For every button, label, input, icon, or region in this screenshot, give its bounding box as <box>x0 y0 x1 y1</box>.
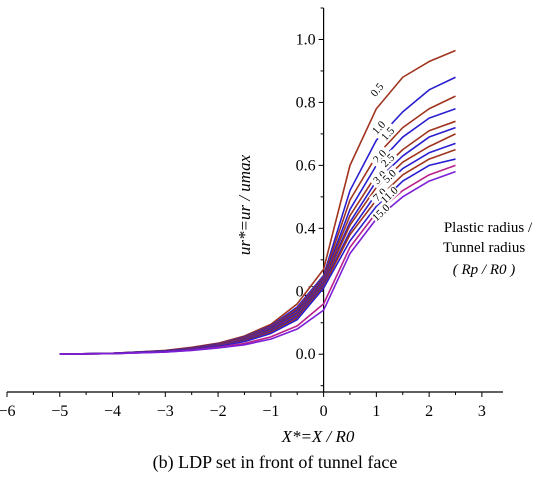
series-label-bg <box>369 201 392 224</box>
series-label-bg <box>376 122 399 145</box>
figure-caption: (b) LDP set in front of tunnel face <box>152 452 398 472</box>
series-label-15.0: 15.0 <box>370 202 393 224</box>
x-tick-label: 3 <box>478 403 486 420</box>
series-line-2 <box>59 76 456 356</box>
series-line-9 <box>59 148 456 356</box>
series-label-bg <box>378 184 401 206</box>
axes-group: −6 −5 −4 −3 −2 −1 0 1 2 30.00.20.40.60.81.0 <box>0 7 503 420</box>
y-tick-label: 0.6 <box>296 157 316 174</box>
series-label-bg <box>367 116 390 139</box>
y-tick-label: 0.0 <box>296 346 316 363</box>
x-tick-label: 0 <box>320 403 328 420</box>
ldp-chart: −6 −5 −4 −3 −2 −1 0 1 2 30.00.20.40.60.81.0 0.51.… <box>0 7 533 445</box>
legend-title-line-3: ( Rp / R0 ) <box>453 262 515 278</box>
x-tick-label: −3 <box>157 403 174 420</box>
y-tick-label: 1.0 <box>296 31 316 48</box>
x-tick-label: 1 <box>372 403 380 420</box>
series-group <box>59 49 456 356</box>
series-label-bg <box>368 166 391 189</box>
x-tick-label: −2 <box>210 403 227 420</box>
legend-title-line-2: Tunnel radius <box>443 240 526 256</box>
x-tick-label: −4 <box>104 403 121 420</box>
x-tick-label: −5 <box>51 403 68 420</box>
series-label-bg <box>366 78 388 102</box>
y-axis-title: ur*=ur / umax <box>235 154 254 255</box>
series-line-12 <box>59 170 456 356</box>
legend-title: Plastic radius / Tunnel radius ( Rp / R0… <box>443 220 533 278</box>
series-line-6 <box>59 126 456 356</box>
series-label-bg <box>368 183 391 206</box>
series-line-7 <box>59 133 456 356</box>
x-tick-label: 2 <box>425 403 433 420</box>
series-line-3 <box>59 95 456 356</box>
x-tick-label: −1 <box>262 403 279 420</box>
legend-title-line-1: Plastic radius / <box>444 220 533 236</box>
series-label-bg <box>378 165 401 188</box>
x-tick-label: −6 <box>0 403 16 420</box>
series-label-bg <box>368 145 391 168</box>
y-tick-label: 0.8 <box>296 94 316 111</box>
series-label-bg <box>376 149 399 172</box>
series-line-4 <box>59 107 456 356</box>
y-tick-label: 0.4 <box>296 220 316 237</box>
x-axis-title: X*=X / R0 <box>281 427 355 445</box>
